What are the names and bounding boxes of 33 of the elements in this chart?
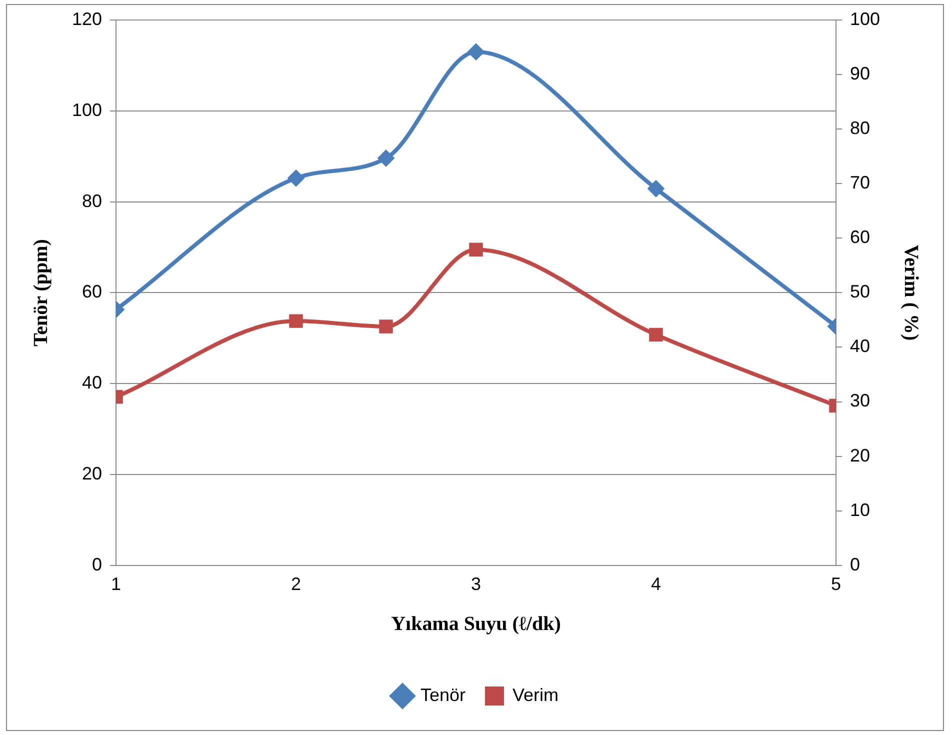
y2-tick-label: 0 (850, 554, 860, 574)
x-tick-label: 4 (650, 574, 661, 594)
y-tick-label: 20 (82, 463, 102, 484)
y2-tick-label: 10 (850, 500, 870, 520)
x-tick-label: 3 (470, 574, 482, 594)
y2-tick-label: 100 (850, 8, 880, 29)
y2-tick-label: 60 (850, 227, 870, 248)
y2-tick-label: 90 (850, 64, 870, 84)
y-tick-label: 80 (82, 190, 102, 211)
y2-tick-label: 30 (850, 390, 870, 411)
x-tick-label: 1 (111, 574, 122, 594)
y-tick-label: 40 (82, 372, 102, 393)
legend-label: Tenör (420, 684, 466, 705)
point (379, 320, 393, 334)
y-tick-label: 60 (82, 282, 102, 302)
y2-tick-label: 20 (850, 445, 870, 466)
y-tick-label: 100 (72, 100, 102, 120)
x-tick-label: 2 (291, 574, 302, 594)
y2-tick-label: 70 (850, 172, 870, 193)
point (468, 43, 484, 60)
y2-axis-title: Verim ( %) (900, 244, 922, 341)
y-tick-label: 120 (72, 8, 102, 29)
y-tick-label: 0 (92, 554, 102, 574)
y2-tick-label: 50 (850, 282, 870, 302)
y2-tick-label: 40 (850, 336, 870, 356)
point (469, 242, 483, 256)
x-tick-label: 5 (830, 574, 841, 594)
point (378, 150, 395, 167)
legend-label: Verim (512, 684, 559, 705)
y-axis-title: Tenör (ppm) (30, 239, 52, 346)
point (289, 314, 303, 328)
y2-tick-label: 80 (850, 118, 870, 138)
x-axis-title: Yıkama Suyu (ℓ/dk) (391, 613, 561, 636)
